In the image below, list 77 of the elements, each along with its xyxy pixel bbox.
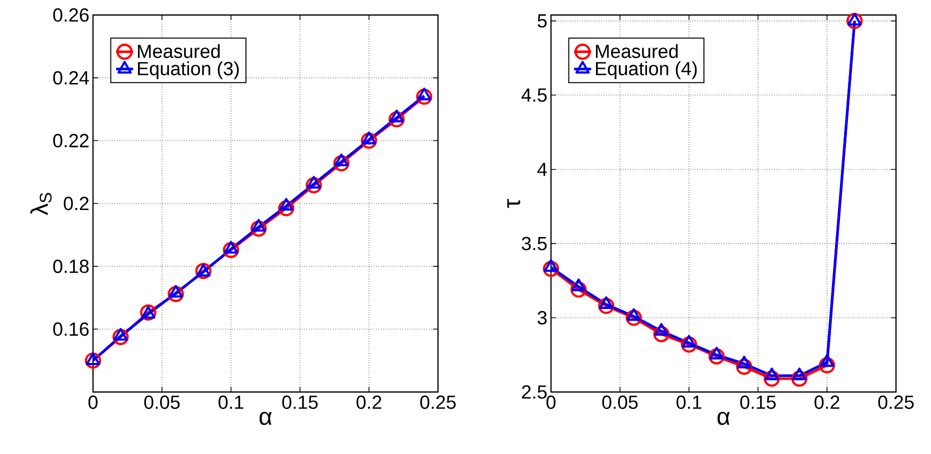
point [86, 352, 100, 366]
x-tick-label: 0 [546, 396, 556, 409]
y-tick-label: 4.5 [522, 88, 547, 102]
y-tick-label: 0.2 [64, 196, 89, 210]
x-tick-label: 0.25 [420, 396, 456, 409]
point [598, 298, 614, 314]
x-tick-label: 0 [88, 396, 98, 409]
point [791, 370, 808, 387]
point [113, 328, 128, 341]
point [792, 368, 807, 380]
point [764, 370, 780, 387]
point [626, 310, 642, 326]
point [708, 348, 725, 364]
x-tick-label: 0.2 [356, 396, 382, 409]
y-tick-label: 0.16 [53, 322, 89, 336]
legend-label: Equation (4) [596, 61, 697, 80]
x-axis-title: α [260, 412, 272, 425]
y-axis-title: τ [507, 198, 520, 208]
point [599, 296, 614, 310]
point [737, 356, 752, 368]
legend-label: Measured [138, 44, 220, 58]
point [360, 132, 378, 149]
point [306, 176, 321, 189]
y-tick-label: 4 [537, 162, 547, 176]
legend-label: Measured [596, 44, 678, 58]
legend-label: Equation (3) [138, 61, 239, 80]
point [847, 12, 862, 26]
y-tick-label: 5 [538, 14, 547, 28]
point [84, 352, 102, 369]
point [709, 346, 724, 360]
point [112, 328, 129, 346]
point [820, 354, 834, 367]
point [388, 111, 405, 128]
point [416, 88, 432, 105]
x-tick-label: 0.05 [602, 396, 638, 409]
point [224, 240, 238, 254]
point [222, 242, 240, 258]
point [417, 88, 432, 100]
point [571, 278, 586, 292]
point [168, 284, 183, 298]
point [251, 218, 266, 232]
point [818, 357, 836, 374]
x-tick-label: 0.1 [676, 396, 702, 409]
point [654, 323, 669, 336]
point [279, 198, 294, 211]
point [168, 286, 184, 302]
y-tick-label: 3.5 [522, 236, 547, 250]
y-axis-title: λ$_{S}$ [30, 192, 52, 216]
x-tick-label: 0.1 [218, 396, 244, 409]
x-axis-title: α [718, 412, 730, 425]
point [306, 177, 322, 194]
x-tick-label: 0.2 [814, 396, 840, 409]
point [333, 155, 350, 172]
point [278, 200, 294, 216]
point [570, 281, 587, 298]
y-tick-label: 3 [538, 311, 547, 324]
x-tick-label: 0.15 [740, 396, 776, 409]
y-tick-label: 2.5 [522, 385, 547, 399]
point [653, 326, 670, 342]
point [626, 308, 641, 321]
point [544, 259, 558, 272]
x-tick-label: 0.05 [144, 396, 180, 409]
point [250, 220, 267, 237]
y-tick-label: 0.22 [53, 134, 89, 148]
point [362, 132, 376, 144]
y-tick-label: 0.24 [53, 71, 89, 85]
y-tick-label: 0.18 [53, 260, 89, 274]
point [682, 334, 696, 348]
y-tick-label: 0.26 [53, 8, 89, 22]
x-tick-label: 0.15 [282, 396, 318, 409]
point [334, 154, 349, 166]
x-tick-label: 0.25 [878, 396, 914, 409]
point [389, 110, 404, 122]
point [680, 336, 698, 353]
point [736, 358, 752, 375]
point [542, 260, 560, 277]
point [764, 368, 779, 380]
